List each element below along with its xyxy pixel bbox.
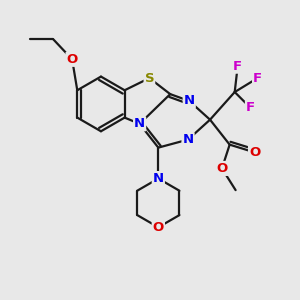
Text: O: O	[67, 53, 78, 66]
Text: O: O	[153, 221, 164, 234]
Text: N: N	[182, 133, 194, 146]
Text: S: S	[145, 72, 154, 85]
Text: O: O	[249, 146, 260, 159]
Text: F: F	[246, 101, 255, 114]
Text: F: F	[253, 72, 262, 85]
Text: O: O	[216, 162, 228, 175]
Text: N: N	[153, 172, 164, 185]
Text: F: F	[233, 60, 242, 73]
Text: N: N	[134, 117, 145, 130]
Text: N: N	[184, 94, 195, 107]
